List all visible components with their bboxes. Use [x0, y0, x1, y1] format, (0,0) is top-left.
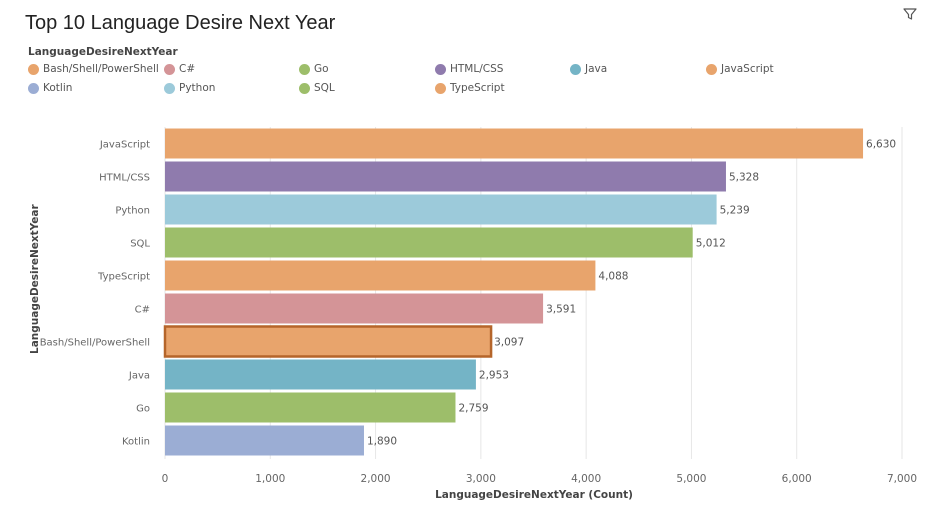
- legend-swatch: [28, 63, 39, 75]
- legend-item[interactable]: Java: [570, 63, 607, 75]
- legend-label: TypeScript: [450, 82, 505, 94]
- y-tick-label: Java: [128, 371, 150, 382]
- bar[interactable]: [165, 359, 476, 390]
- legend: Bash/Shell/PowerShell C# Go HTML/CSS Java Jav…: [28, 63, 908, 99]
- filter-icon[interactable]: [902, 6, 918, 22]
- legend-item[interactable]: Bash/Shell/PowerShell: [28, 63, 159, 75]
- y-tick-label: Bash/Shell/PowerShell: [40, 338, 150, 349]
- legend-item[interactable]: Kotlin: [28, 82, 72, 94]
- y-tick-label: Kotlin: [122, 437, 150, 448]
- legend-label: SQL: [314, 82, 335, 94]
- legend-item[interactable]: C#: [164, 63, 195, 75]
- data-label: 5,239: [720, 205, 750, 217]
- y-tick-label: HTML/CSS: [99, 173, 150, 184]
- legend-label: Go: [314, 63, 329, 75]
- x-tick-label: 5,000: [676, 473, 706, 485]
- legend-item[interactable]: HTML/CSS: [435, 63, 503, 75]
- legend-swatch: [570, 63, 581, 75]
- bar[interactable]: [165, 161, 726, 192]
- legend-label: Java: [585, 63, 608, 75]
- bar[interactable]: [165, 227, 693, 258]
- data-label: 1,890: [367, 436, 397, 448]
- data-label: 3,097: [494, 337, 524, 349]
- y-tick-label: TypeScript: [97, 272, 150, 283]
- legend-swatch: [435, 63, 446, 75]
- legend-item[interactable]: Python: [164, 82, 215, 94]
- bar[interactable]: [163, 325, 493, 358]
- x-tick-label: 2,000: [361, 473, 391, 485]
- legend-swatch: [164, 63, 175, 75]
- y-tick-label: JavaScript: [99, 140, 150, 151]
- y-tick-label: Go: [136, 404, 150, 415]
- legend-item[interactable]: JavaScript: [706, 63, 774, 75]
- bar[interactable]: [165, 293, 544, 324]
- legend-item[interactable]: SQL: [299, 82, 335, 94]
- legend-swatch: [299, 63, 310, 75]
- legend-title: LanguageDesireNextYear: [28, 46, 178, 58]
- x-axis-title: LanguageDesireNextYear (Count): [435, 489, 633, 501]
- legend-swatch: [706, 63, 717, 75]
- y-tick-label: C#: [135, 305, 150, 316]
- legend-swatch: [435, 82, 446, 94]
- x-tick-label: 6,000: [782, 473, 812, 485]
- x-tick-label: 3,000: [466, 473, 496, 485]
- x-tick-label: 0: [162, 473, 169, 485]
- x-tick-label: 4,000: [571, 473, 601, 485]
- bar[interactable]: [165, 425, 364, 456]
- chart-title: Top 10 Language Desire Next Year: [25, 12, 336, 34]
- data-label: 5,012: [696, 238, 726, 250]
- y-axis-title: LanguageDesireNextYear: [29, 204, 41, 354]
- legend-label: Bash/Shell/PowerShell: [43, 63, 159, 75]
- bar[interactable]: [165, 194, 717, 225]
- x-tick-label: 7,000: [887, 473, 917, 485]
- data-label: 3,591: [546, 304, 576, 316]
- data-label: 2,759: [458, 403, 488, 415]
- x-tick-label: 1,000: [255, 473, 285, 485]
- bar[interactable]: [165, 260, 596, 291]
- legend-item[interactable]: TypeScript: [435, 82, 505, 94]
- legend-label: Kotlin: [43, 82, 73, 94]
- legend-swatch: [164, 82, 175, 94]
- y-tick-label: SQL: [130, 239, 150, 250]
- legend-label: Python: [179, 82, 216, 94]
- data-label: 4,088: [598, 271, 628, 283]
- data-label: 5,328: [729, 172, 759, 184]
- legend-swatch: [28, 82, 39, 94]
- data-label: 6,630: [866, 139, 896, 151]
- legend-label: JavaScript: [721, 63, 774, 75]
- data-label: 2,953: [479, 370, 509, 382]
- legend-item[interactable]: Go: [299, 63, 329, 75]
- y-tick-label: Python: [115, 206, 150, 217]
- legend-label: HTML/CSS: [450, 63, 504, 75]
- bar[interactable]: [165, 392, 456, 423]
- legend-label: C#: [179, 63, 196, 75]
- bar[interactable]: [165, 128, 864, 159]
- legend-swatch: [299, 82, 310, 94]
